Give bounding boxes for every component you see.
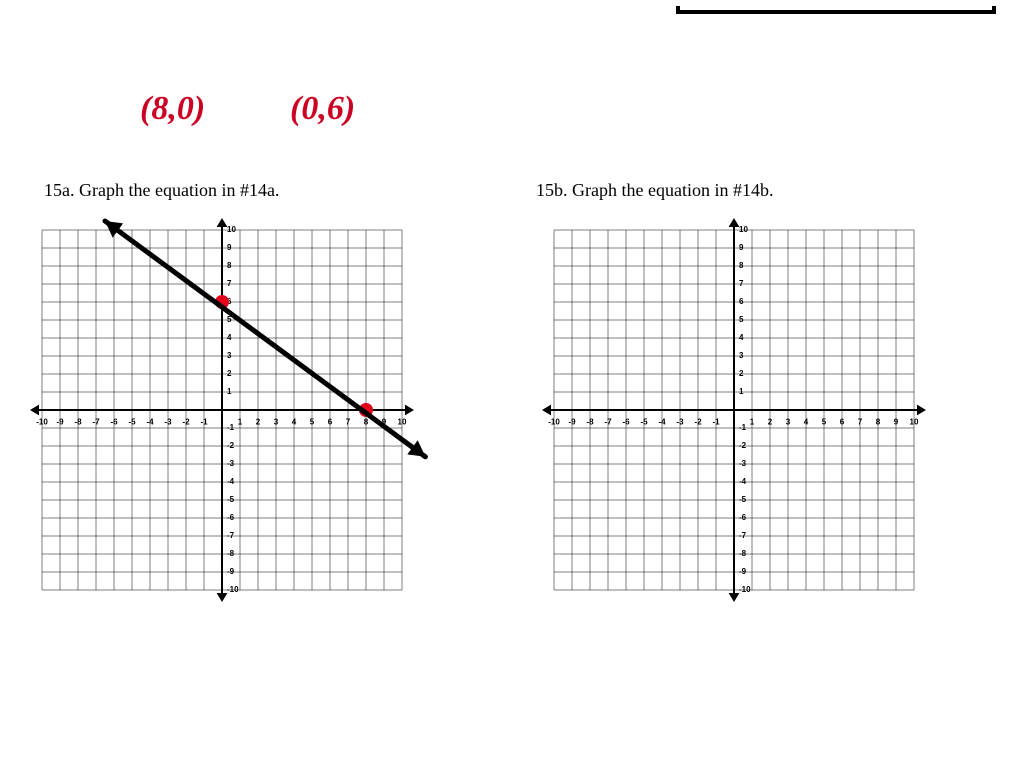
svg-text:-6: -6	[622, 418, 630, 427]
svg-text:7: 7	[227, 279, 232, 288]
svg-text:10: 10	[227, 225, 236, 234]
svg-text:3: 3	[227, 351, 232, 360]
svg-text:8: 8	[227, 261, 232, 270]
problem-15b-label: 15b. Graph the equation in #14b.	[536, 180, 773, 201]
svg-text:-6: -6	[739, 513, 747, 522]
svg-text:8: 8	[876, 418, 881, 427]
svg-text:-3: -3	[164, 418, 172, 427]
svg-text:-6: -6	[227, 513, 235, 522]
handwritten-point-1: (8,0)	[140, 90, 205, 128]
svg-text:-9: -9	[739, 567, 747, 576]
svg-text:10: 10	[910, 418, 919, 427]
svg-text:7: 7	[346, 418, 351, 427]
graph-15b: -10-9-8-7-6-5-4-3-2-11234567891010987654…	[536, 212, 932, 608]
svg-text:7: 7	[739, 279, 744, 288]
page-fragment-box	[676, 6, 996, 14]
svg-text:-8: -8	[739, 549, 747, 558]
svg-text:2: 2	[739, 369, 744, 378]
svg-text:6: 6	[840, 418, 845, 427]
svg-text:-7: -7	[92, 418, 100, 427]
svg-text:-5: -5	[227, 495, 235, 504]
svg-text:2: 2	[768, 418, 773, 427]
svg-text:-10: -10	[739, 585, 751, 594]
svg-text:-4: -4	[227, 477, 235, 486]
svg-text:-5: -5	[739, 495, 747, 504]
svg-text:9: 9	[227, 243, 232, 252]
svg-text:-4: -4	[739, 477, 747, 486]
svg-text:-5: -5	[128, 418, 136, 427]
svg-text:-10: -10	[548, 418, 560, 427]
svg-text:-3: -3	[739, 459, 747, 468]
svg-text:7: 7	[858, 418, 863, 427]
svg-text:6: 6	[328, 418, 333, 427]
svg-text:-6: -6	[110, 418, 118, 427]
svg-text:4: 4	[804, 418, 809, 427]
svg-text:1: 1	[227, 387, 232, 396]
svg-text:-1: -1	[712, 418, 720, 427]
svg-text:-2: -2	[227, 441, 235, 450]
svg-text:-3: -3	[676, 418, 684, 427]
svg-text:1: 1	[750, 418, 755, 427]
svg-text:-9: -9	[227, 567, 235, 576]
svg-text:2: 2	[227, 369, 232, 378]
svg-text:-8: -8	[227, 549, 235, 558]
svg-text:-9: -9	[568, 418, 576, 427]
svg-text:-7: -7	[604, 418, 612, 427]
problem-15a-label: 15a. Graph the equation in #14a.	[44, 180, 279, 201]
svg-text:3: 3	[739, 351, 744, 360]
svg-text:1: 1	[739, 387, 744, 396]
svg-text:-10: -10	[227, 585, 239, 594]
handwritten-point-2: (0,6)	[290, 90, 355, 128]
svg-text:-10: -10	[36, 418, 48, 427]
svg-text:10: 10	[739, 225, 748, 234]
svg-text:9: 9	[739, 243, 744, 252]
svg-text:2: 2	[256, 418, 261, 427]
svg-text:3: 3	[786, 418, 791, 427]
svg-text:-1: -1	[227, 423, 235, 432]
svg-text:-9: -9	[56, 418, 64, 427]
svg-text:-4: -4	[658, 418, 666, 427]
svg-text:8: 8	[739, 261, 744, 270]
graph-15a: -10-9-8-7-6-5-4-3-2-11234567891010987654…	[24, 212, 420, 608]
svg-text:-2: -2	[182, 418, 190, 427]
svg-text:-1: -1	[739, 423, 747, 432]
svg-text:-1: -1	[200, 418, 208, 427]
svg-text:-7: -7	[227, 531, 235, 540]
svg-text:5: 5	[310, 418, 315, 427]
svg-text:6: 6	[739, 297, 744, 306]
svg-text:1: 1	[238, 418, 243, 427]
svg-text:3: 3	[274, 418, 279, 427]
svg-text:5: 5	[739, 315, 744, 324]
svg-text:-4: -4	[146, 418, 154, 427]
svg-text:4: 4	[227, 333, 232, 342]
svg-text:-3: -3	[227, 459, 235, 468]
svg-text:10: 10	[398, 418, 407, 427]
svg-text:-8: -8	[586, 418, 594, 427]
svg-text:9: 9	[894, 418, 899, 427]
svg-text:-5: -5	[640, 418, 648, 427]
svg-text:-7: -7	[739, 531, 747, 540]
svg-text:-2: -2	[694, 418, 702, 427]
svg-text:-8: -8	[74, 418, 82, 427]
svg-text:4: 4	[739, 333, 744, 342]
svg-text:5: 5	[822, 418, 827, 427]
svg-text:4: 4	[292, 418, 297, 427]
svg-text:-2: -2	[739, 441, 747, 450]
svg-text:8: 8	[364, 418, 369, 427]
